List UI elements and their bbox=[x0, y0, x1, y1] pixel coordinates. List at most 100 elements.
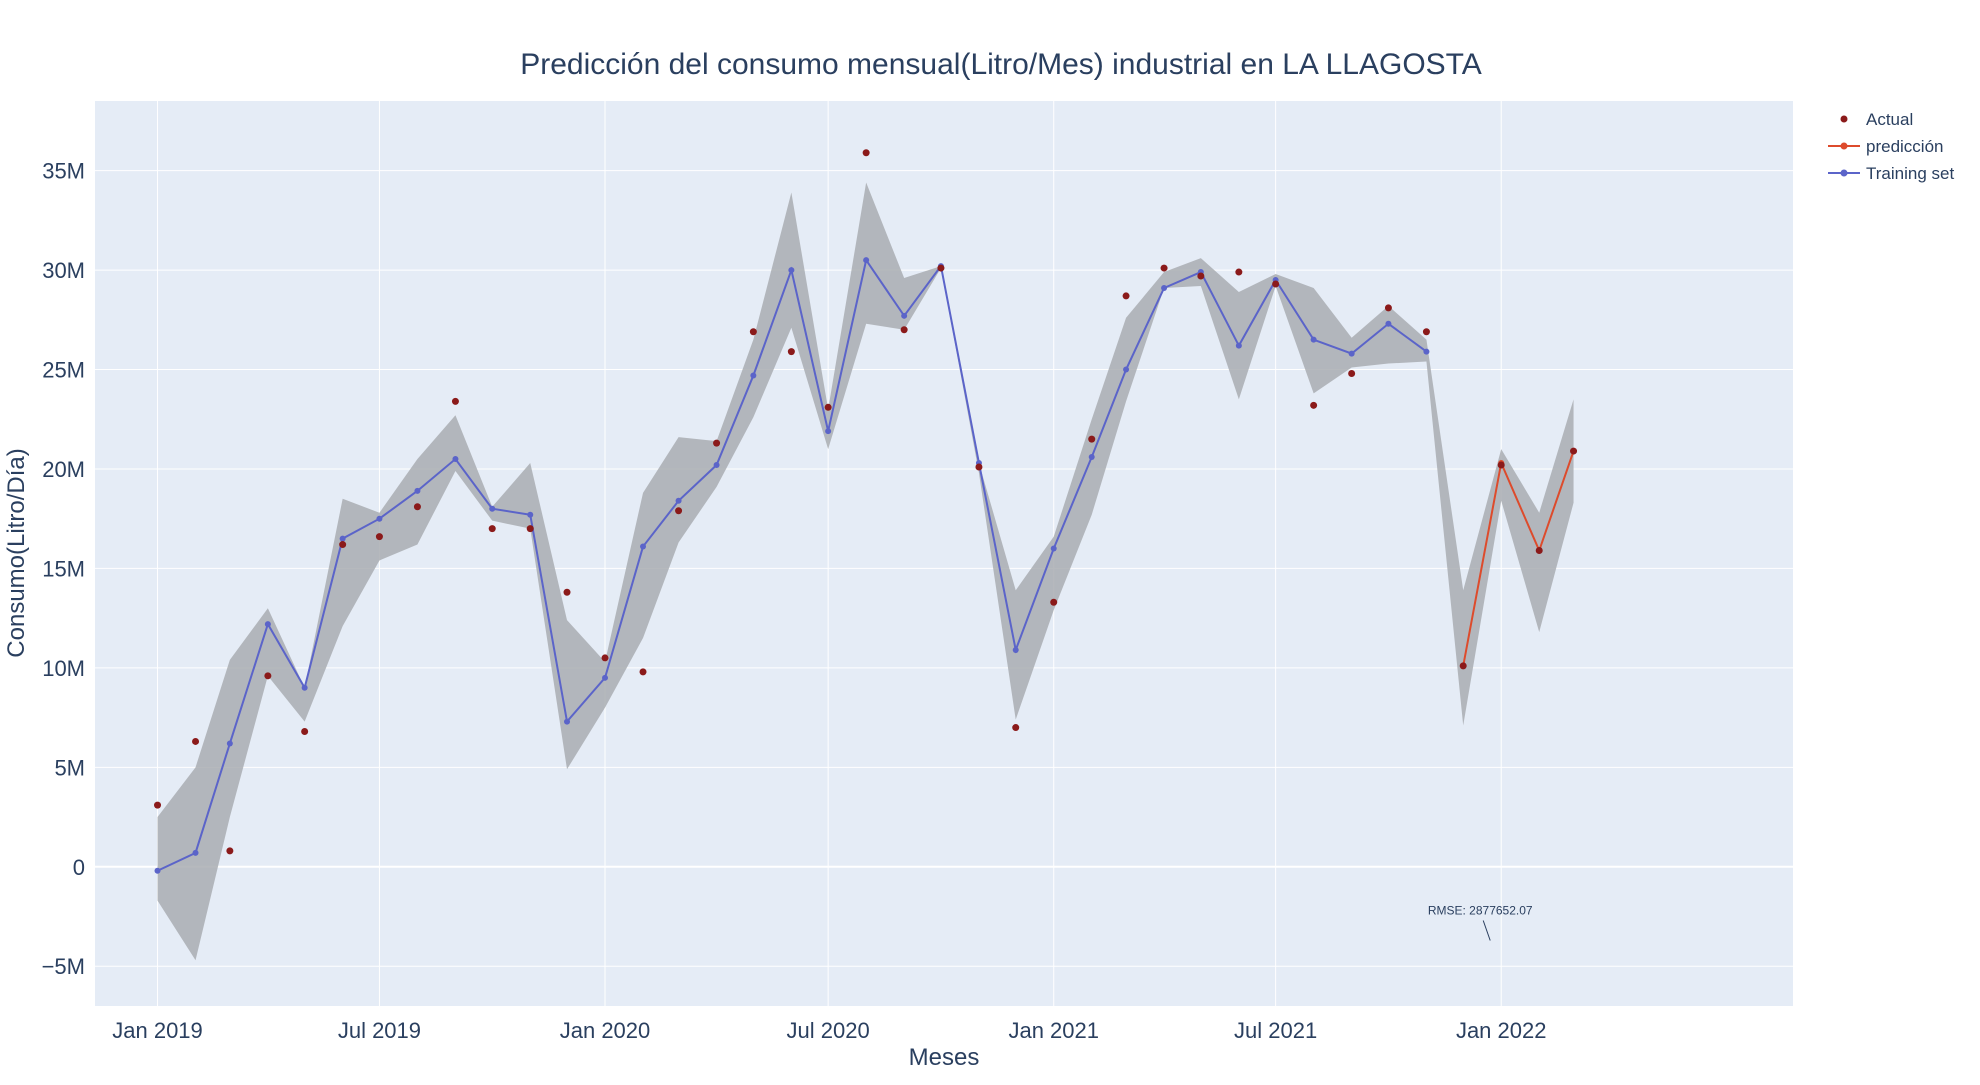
data-point-actual bbox=[375, 533, 383, 541]
x-tick-label: Jul 2020 bbox=[787, 1018, 870, 1043]
data-point-training-set bbox=[301, 684, 308, 691]
y-tick-label: 5M bbox=[54, 755, 85, 780]
data-point-training-set bbox=[1050, 545, 1057, 552]
data-point-actual bbox=[339, 541, 347, 549]
data-point-training-set bbox=[1012, 646, 1019, 653]
data-point-actual bbox=[1535, 547, 1543, 555]
data-point-actual bbox=[900, 326, 908, 334]
y-tick-label: 15M bbox=[42, 556, 85, 581]
x-tick-label: Jan 2020 bbox=[560, 1018, 651, 1043]
data-point-training-set bbox=[602, 674, 609, 681]
data-point-actual bbox=[488, 525, 496, 533]
y-tick-label: −5M bbox=[42, 954, 85, 979]
data-point-actual bbox=[526, 525, 534, 533]
data-point-training-set bbox=[1385, 320, 1392, 327]
y-tick-label: 35M bbox=[42, 159, 85, 184]
data-point-training-set bbox=[452, 456, 459, 463]
x-tick-label: Jul 2021 bbox=[1234, 1018, 1317, 1043]
data-point-training-set bbox=[1423, 348, 1430, 355]
data-point-training-set bbox=[788, 267, 795, 274]
data-point-training-set bbox=[376, 515, 383, 522]
data-point-actual bbox=[1422, 328, 1430, 336]
x-tick-label: Jan 2021 bbox=[1008, 1018, 1099, 1043]
data-point-actual bbox=[1012, 724, 1020, 732]
data-point-actual bbox=[1050, 598, 1058, 606]
data-point-training-set bbox=[414, 487, 421, 494]
data-point-actual bbox=[824, 403, 832, 411]
data-point-actual bbox=[937, 264, 945, 272]
data-point-training-set bbox=[1123, 366, 1130, 373]
legend-marker-swatch bbox=[1840, 142, 1848, 150]
data-point-actual bbox=[1459, 662, 1467, 670]
data-point-actual bbox=[413, 503, 421, 511]
data-point-actual bbox=[1570, 447, 1578, 455]
chart-title: Predicción del consumo mensual(Litro/Mes… bbox=[520, 48, 1482, 81]
data-point-training-set bbox=[564, 718, 571, 725]
data-point-training-set bbox=[192, 849, 199, 856]
data-point-training-set bbox=[1235, 342, 1242, 349]
data-point-training-set bbox=[750, 372, 757, 379]
series-points-layer bbox=[154, 149, 1578, 874]
y-tick-label: 0 bbox=[73, 855, 85, 880]
data-point-training-set bbox=[1310, 336, 1317, 343]
data-point-actual bbox=[862, 149, 870, 157]
data-point-training-set bbox=[713, 461, 720, 468]
data-point-training-set bbox=[640, 543, 647, 550]
data-point-training-set bbox=[226, 740, 233, 747]
series-line-predicci-n bbox=[1462, 450, 1575, 667]
data-point-actual bbox=[1310, 401, 1318, 409]
data-point-actual bbox=[675, 507, 683, 515]
annotation: RMSE: 2877652.07 bbox=[1428, 903, 1533, 941]
legend-label: Training set bbox=[1866, 164, 1954, 183]
legend-label: Actual bbox=[1866, 110, 1913, 129]
data-point-actual bbox=[1197, 272, 1205, 280]
data-point-actual bbox=[563, 588, 571, 596]
data-point-training-set bbox=[339, 535, 346, 542]
y-tick-label: 30M bbox=[42, 258, 85, 283]
x-axis-title: Meses bbox=[909, 1044, 980, 1071]
data-point-training-set bbox=[1348, 350, 1355, 357]
x-tick-label: Jan 2022 bbox=[1456, 1018, 1547, 1043]
y-tick-label: 20M bbox=[42, 457, 85, 482]
data-point-actual bbox=[601, 654, 609, 662]
data-point-actual bbox=[1088, 435, 1096, 443]
data-point-actual bbox=[787, 348, 795, 356]
data-point-training-set bbox=[825, 428, 832, 435]
x-tick-label: Jan 2019 bbox=[112, 1018, 203, 1043]
data-point-training-set bbox=[1161, 284, 1168, 291]
data-point-training-set bbox=[1088, 454, 1095, 461]
data-point-training-set bbox=[154, 867, 161, 874]
y-axis-title: Consumo(Litro/Día) bbox=[3, 448, 30, 657]
data-point-actual bbox=[713, 439, 721, 447]
data-point-actual bbox=[1384, 304, 1392, 312]
axis-ticks: −5M 0 5M 10M 15M 20M 25M 30M 35M Jan 2019 Jul 2019… bbox=[42, 159, 1547, 1043]
data-point-training-set bbox=[675, 497, 682, 504]
data-point-actual bbox=[301, 728, 309, 736]
data-point-actual bbox=[226, 847, 234, 855]
data-point-training-set bbox=[863, 257, 870, 264]
data-point-training-set bbox=[901, 312, 908, 319]
data-point-actual bbox=[1497, 461, 1505, 469]
legend: Actual predicción Training set bbox=[1828, 110, 1954, 183]
data-point-actual bbox=[1122, 292, 1130, 300]
data-point-actual bbox=[1235, 268, 1243, 276]
data-point-actual bbox=[192, 737, 200, 745]
legend-label: predicción bbox=[1866, 137, 1944, 156]
data-point-actual bbox=[975, 463, 983, 471]
data-point-training-set bbox=[489, 505, 496, 512]
data-point-actual bbox=[1160, 264, 1168, 272]
data-point-actual bbox=[639, 668, 647, 676]
data-point-actual bbox=[1272, 280, 1280, 288]
data-point-actual bbox=[749, 328, 757, 336]
y-tick-label: 10M bbox=[42, 656, 85, 681]
data-point-actual bbox=[1348, 369, 1356, 377]
x-tick-label: Jul 2019 bbox=[338, 1018, 421, 1043]
legend-marker-swatch bbox=[1840, 115, 1848, 123]
annotation-arrow bbox=[1482, 920, 1491, 941]
legend-marker-swatch bbox=[1840, 169, 1848, 177]
data-point-actual bbox=[451, 397, 459, 405]
rmse-annotation: RMSE: 2877652.07 bbox=[1428, 903, 1533, 917]
data-point-actual bbox=[154, 801, 162, 809]
